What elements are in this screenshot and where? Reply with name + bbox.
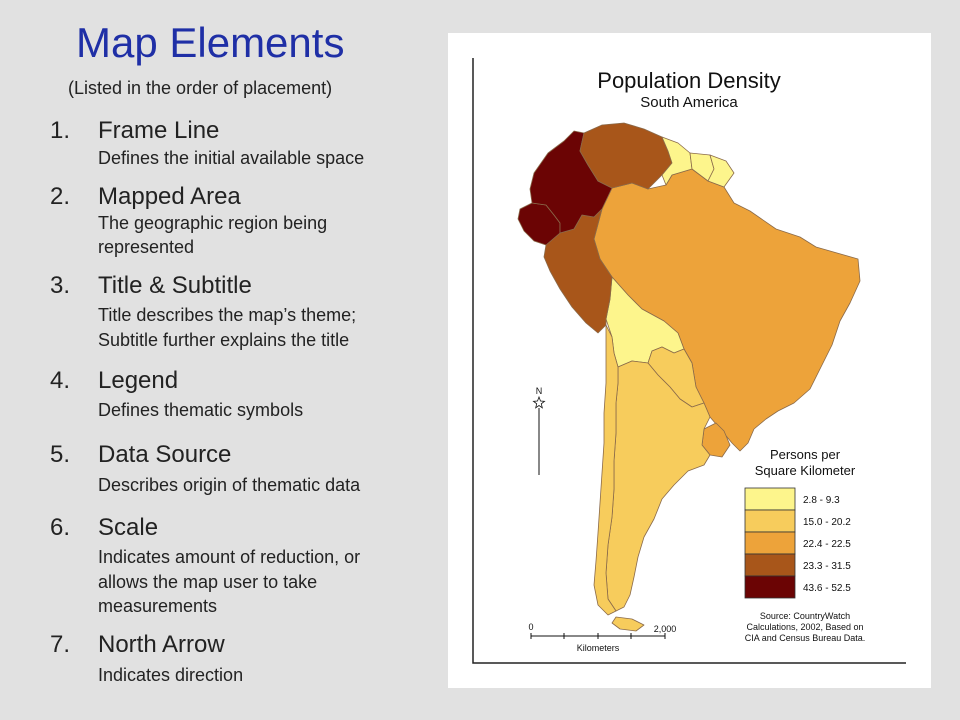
item-description: Title describes the map’s theme; bbox=[98, 305, 357, 325]
country-chile bbox=[593, 324, 619, 616]
frame-line bbox=[472, 58, 906, 664]
item-description: Defines the initial available space bbox=[98, 148, 365, 168]
scale-end-label: 2,000 bbox=[654, 624, 677, 634]
item-description: Indicates amount of reduction, or bbox=[98, 547, 361, 567]
legend-swatch bbox=[744, 575, 796, 599]
data-source: Source: CountryWatch Calculations, 2002,… bbox=[745, 611, 866, 643]
map-subtitle: South America bbox=[640, 94, 738, 111]
legend-swatch bbox=[744, 531, 796, 555]
legend-label: 43.6 - 52.5 bbox=[803, 583, 851, 594]
item-number: 2. bbox=[50, 183, 71, 210]
item-heading: Scale bbox=[98, 514, 159, 541]
item-description: represented bbox=[98, 237, 195, 257]
legend-swatch bbox=[744, 553, 796, 577]
legend-title-line2: Square Kilometer bbox=[755, 463, 856, 478]
item-description: Subtitle further explains the title bbox=[98, 330, 350, 350]
item-heading: North Arrow bbox=[98, 631, 225, 658]
item-description: Describes origin of thematic data bbox=[98, 475, 361, 495]
north-label: N bbox=[536, 386, 543, 396]
north-arrow: N bbox=[532, 386, 546, 475]
map-layout: Population Density South America bbox=[472, 58, 906, 664]
item-heading: Mapped Area bbox=[98, 183, 241, 210]
item-description: Indicates direction bbox=[98, 665, 244, 685]
item-heading: Data Source bbox=[98, 441, 232, 468]
item-description: measurements bbox=[98, 596, 218, 616]
legend-label: 15.0 - 20.2 bbox=[803, 517, 851, 528]
source-line2: Calculations, 2002, Based on bbox=[746, 622, 863, 632]
item-description: The geographic region being bbox=[98, 213, 328, 233]
item-heading: Legend bbox=[98, 367, 179, 394]
slide-subtitle: (Listed in the order of placement) bbox=[68, 78, 333, 98]
item-number: 4. bbox=[50, 367, 71, 394]
item-number: 1. bbox=[50, 117, 71, 144]
country-french-guiana bbox=[707, 154, 735, 188]
legend-label: 23.3 - 31.5 bbox=[803, 561, 851, 572]
legend: Persons per Square Kilometer 2.8 - 9.3 15… bbox=[744, 447, 856, 599]
country-guyana bbox=[661, 136, 693, 186]
item-number: 7. bbox=[50, 631, 71, 658]
map-panel: Population Density South America bbox=[448, 33, 931, 688]
scale-unit-label: Kilometers bbox=[577, 643, 620, 653]
item-description: Defines thematic symbols bbox=[98, 400, 304, 420]
north-star-icon bbox=[532, 395, 546, 409]
item-number: 6. bbox=[50, 514, 71, 541]
legend-title-line1: Persons per bbox=[770, 447, 841, 462]
item-heading: Title & Subtitle bbox=[98, 272, 252, 299]
country-colombia bbox=[529, 130, 613, 234]
legend-swatch bbox=[744, 509, 796, 533]
item-description: allows the map user to take bbox=[98, 572, 318, 592]
scale-start-label: 0 bbox=[528, 622, 533, 632]
item-heading: Frame Line bbox=[98, 117, 220, 144]
country-tierra-del-fuego bbox=[611, 616, 645, 632]
item-number: 3. bbox=[50, 272, 71, 299]
map-title: Population Density bbox=[597, 68, 780, 93]
legend-swatch bbox=[744, 487, 796, 511]
legend-label: 2.8 - 9.3 bbox=[803, 495, 840, 506]
slide-title: Map Elements bbox=[76, 19, 345, 66]
source-line3: CIA and Census Bureau Data. bbox=[745, 633, 866, 643]
source-line1: Source: CountryWatch bbox=[760, 611, 850, 621]
scale-bar: 0 2,000 Kilometers bbox=[528, 622, 676, 653]
legend-label: 22.4 - 22.5 bbox=[803, 539, 851, 550]
mapped-area bbox=[517, 122, 861, 632]
item-number: 5. bbox=[50, 441, 71, 468]
